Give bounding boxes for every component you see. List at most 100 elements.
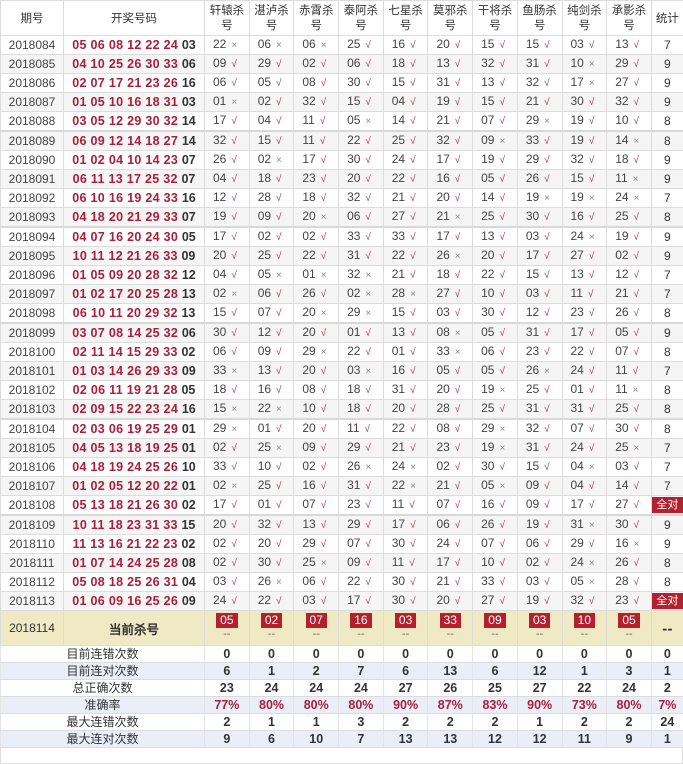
blue-ball: 06 bbox=[182, 57, 196, 71]
check-icon: √ bbox=[455, 385, 461, 396]
check-icon: √ bbox=[634, 481, 640, 492]
check-icon: √ bbox=[231, 193, 237, 204]
check-icon: √ bbox=[276, 289, 282, 300]
check-icon: √ bbox=[499, 366, 505, 377]
kill-number: 22 bbox=[481, 267, 494, 281]
kill-cell: 22√ bbox=[473, 266, 518, 285]
kill-cell: 01√ bbox=[562, 381, 607, 400]
kill-cell: 23√ bbox=[607, 592, 652, 611]
kill-number: 19 bbox=[481, 440, 494, 454]
kill-cell: 25√ bbox=[249, 247, 294, 266]
kill-cell: 27√ bbox=[473, 592, 518, 611]
kill-cell: 21√ bbox=[428, 112, 473, 132]
cross-icon: × bbox=[231, 40, 237, 51]
kill-cell: 25√ bbox=[473, 208, 518, 228]
summary-label: 准确率 bbox=[1, 697, 205, 714]
check-icon: √ bbox=[276, 385, 282, 396]
kill-number: 06 bbox=[436, 517, 449, 531]
kill-cell: 25× bbox=[294, 554, 339, 573]
red-balls: 02 03 06 19 25 29 bbox=[72, 422, 178, 436]
kill-number: 13 bbox=[436, 56, 449, 70]
col-kill-6: 干将杀号 bbox=[473, 1, 518, 36]
kill-cell: 26√ bbox=[517, 170, 562, 189]
check-icon: √ bbox=[410, 78, 416, 89]
red-balls: 01 02 17 20 25 28 bbox=[72, 287, 178, 301]
summary-value: 0 bbox=[339, 646, 384, 663]
kill-number: 19 bbox=[526, 190, 539, 204]
kill-number: 27 bbox=[571, 248, 584, 262]
kill-cell: 02√ bbox=[205, 439, 250, 458]
kill-number: 09 bbox=[526, 497, 539, 511]
kill-number: 21 bbox=[392, 267, 405, 281]
check-icon: √ bbox=[231, 385, 237, 396]
check-icon: √ bbox=[231, 212, 237, 223]
kill-cell: 10√ bbox=[249, 458, 294, 477]
kill-cell: 04× bbox=[562, 458, 607, 477]
kill-number: 32 bbox=[481, 56, 494, 70]
summary-value: 1 bbox=[517, 714, 562, 731]
kill-number: 24 bbox=[392, 152, 405, 166]
kill-cell: 15√ bbox=[205, 304, 250, 324]
kill-cell: 22× bbox=[205, 36, 250, 55]
red-balls: 04 10 25 26 30 33 bbox=[72, 57, 178, 71]
summary-value: 0 bbox=[607, 646, 652, 663]
summary-value: 1 bbox=[249, 663, 294, 680]
check-icon: √ bbox=[321, 366, 327, 377]
kill-number: 20 bbox=[302, 363, 315, 377]
kill-cell: 05√ bbox=[607, 323, 652, 343]
kill-cell: 20√ bbox=[205, 247, 250, 266]
draw-cell: 01 05 09 20 28 32 12 bbox=[64, 266, 205, 285]
kill-cell: 07√ bbox=[294, 496, 339, 516]
cross-icon: × bbox=[544, 366, 550, 377]
check-icon: √ bbox=[231, 539, 237, 550]
kill-cell: 07√ bbox=[473, 535, 518, 554]
kill-cell: 10√ bbox=[294, 400, 339, 420]
kill-number: 03 bbox=[526, 574, 539, 588]
check-icon: √ bbox=[410, 270, 416, 281]
kill-cell: 15√ bbox=[473, 36, 518, 55]
current-issue: 2018114 bbox=[1, 611, 64, 646]
kill-cell: 10√ bbox=[473, 554, 518, 573]
kill-cell: 14√ bbox=[473, 189, 518, 208]
kill-cell: 25√ bbox=[339, 36, 384, 55]
kill-number: 05 bbox=[481, 478, 494, 492]
check-icon: √ bbox=[231, 347, 237, 358]
stat-cell: 9 bbox=[651, 151, 683, 170]
check-icon: √ bbox=[634, 289, 640, 300]
red-balls: 01 06 09 16 25 26 bbox=[72, 594, 178, 608]
kill-number: 04 bbox=[213, 171, 226, 185]
kill-cell: 03× bbox=[339, 362, 384, 381]
cross-icon: × bbox=[455, 347, 461, 358]
kill-cell: 22√ bbox=[249, 592, 294, 611]
kill-cell: 02× bbox=[249, 151, 294, 170]
check-icon: √ bbox=[589, 212, 595, 223]
check-icon: √ bbox=[276, 539, 282, 550]
summary-value: 2 bbox=[205, 714, 250, 731]
check-icon: √ bbox=[499, 97, 505, 108]
current-kill-number: 03 bbox=[395, 613, 416, 628]
kill-number: 11 bbox=[302, 113, 314, 127]
col-kill-label: 七星杀 bbox=[388, 3, 423, 17]
kill-cell: 14× bbox=[607, 131, 652, 151]
cross-icon: × bbox=[321, 212, 327, 223]
kill-cell: 07√ bbox=[339, 535, 384, 554]
kill-number: 29 bbox=[258, 56, 271, 70]
summary-value: 2 bbox=[383, 714, 428, 731]
check-icon: √ bbox=[365, 539, 371, 550]
check-icon: √ bbox=[231, 308, 237, 319]
kill-number: 08 bbox=[302, 382, 315, 396]
kill-cell: 33√ bbox=[383, 227, 428, 247]
red-balls: 01 03 14 26 29 33 bbox=[72, 364, 178, 378]
kill-number: 33 bbox=[392, 229, 405, 243]
check-icon: √ bbox=[276, 366, 282, 377]
check-icon: √ bbox=[634, 40, 640, 51]
kill-cell: 18√ bbox=[249, 170, 294, 189]
stat-cell: 7 bbox=[651, 189, 683, 208]
kill-number: 28 bbox=[258, 190, 271, 204]
check-icon: √ bbox=[455, 289, 461, 300]
kill-number: 32 bbox=[258, 517, 271, 531]
